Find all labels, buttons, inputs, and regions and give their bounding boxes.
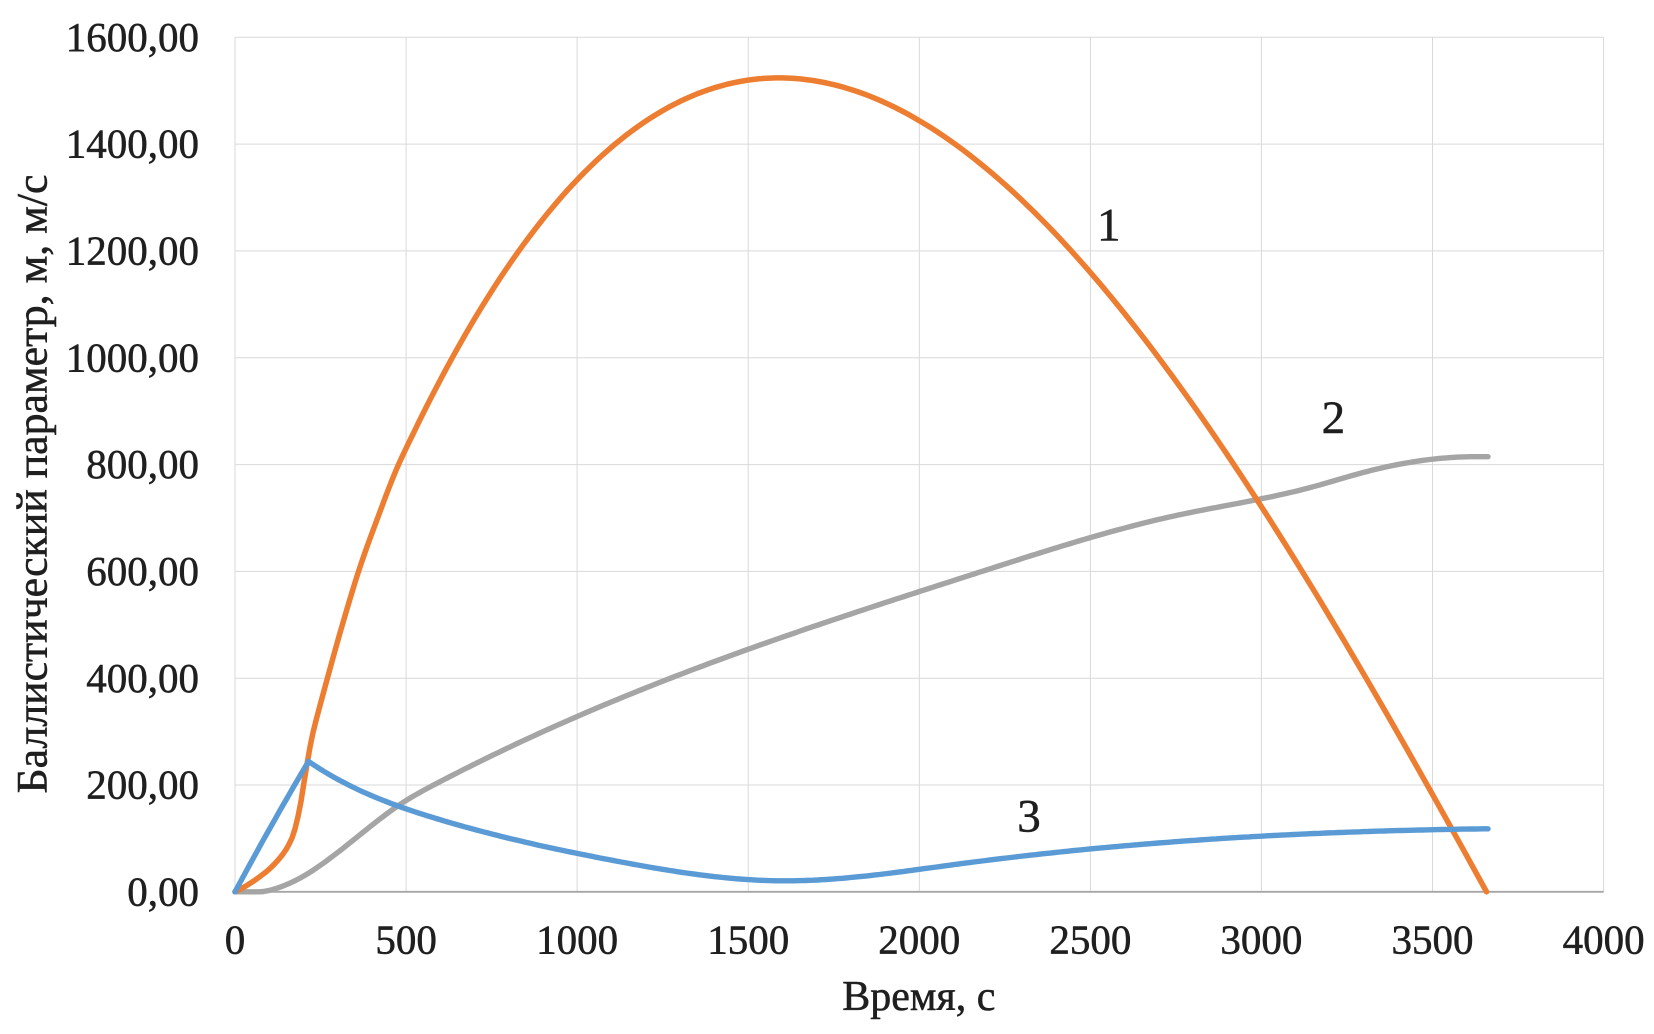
- svg-text:1: 1: [1097, 200, 1121, 252]
- svg-text:2500: 2500: [1049, 917, 1131, 963]
- svg-text:1000: 1000: [536, 917, 618, 963]
- svg-text:0,00: 0,00: [127, 868, 199, 914]
- svg-text:1500: 1500: [707, 917, 789, 963]
- svg-text:3500: 3500: [1392, 917, 1474, 963]
- svg-text:3000: 3000: [1220, 917, 1302, 963]
- svg-text:3: 3: [1017, 791, 1041, 843]
- svg-text:2000: 2000: [878, 917, 960, 963]
- svg-text:Время, с: Время, с: [842, 974, 995, 1020]
- svg-text:1200,00: 1200,00: [66, 228, 199, 274]
- svg-text:500: 500: [375, 917, 437, 963]
- svg-text:1000,00: 1000,00: [66, 334, 199, 380]
- svg-text:800,00: 800,00: [86, 441, 199, 487]
- svg-text:600,00: 600,00: [86, 548, 199, 594]
- svg-text:1400,00: 1400,00: [66, 121, 199, 167]
- svg-text:2: 2: [1322, 392, 1346, 444]
- svg-text:1600,00: 1600,00: [66, 14, 199, 60]
- svg-text:200,00: 200,00: [86, 762, 199, 808]
- svg-text:400,00: 400,00: [86, 655, 199, 701]
- svg-text:0: 0: [225, 917, 246, 963]
- svg-text:Баллистический параметр, м, м/: Баллистический параметр, м, м/с: [8, 174, 56, 793]
- svg-text:4000: 4000: [1563, 917, 1645, 963]
